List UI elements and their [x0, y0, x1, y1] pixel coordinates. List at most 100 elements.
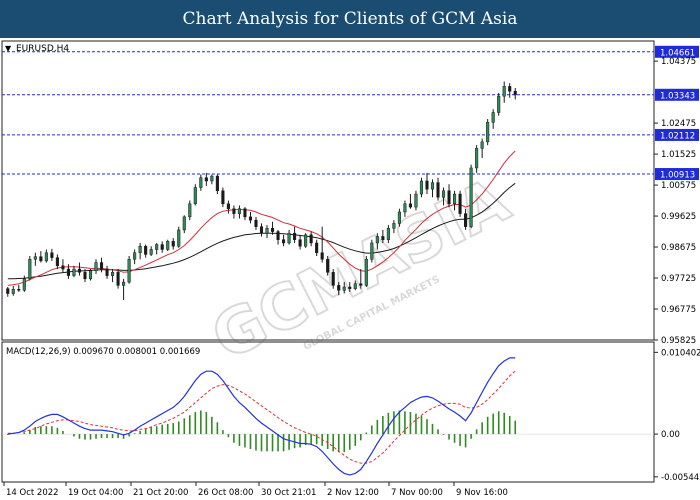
candle-body [111, 272, 115, 276]
candle-body [309, 234, 313, 244]
candle-body [243, 208, 247, 218]
candle-body [99, 262, 104, 270]
candle-body [149, 249, 153, 255]
candle-body [17, 289, 21, 291]
candle-body [122, 281, 126, 286]
x-tick-label: 7 Nov 00:00 [391, 488, 443, 498]
candle-body [88, 270, 93, 280]
candle-body [337, 285, 341, 291]
candle-body [188, 203, 192, 218]
candle-body [237, 208, 241, 214]
candle-body [408, 203, 412, 208]
candle-body [486, 122, 490, 143]
candle-body [133, 252, 137, 260]
candle-body [331, 272, 335, 286]
chart-canvas: GCMASIA GLOBAL CAPITAL MARKETS 1.046611.… [1, 40, 700, 498]
candle-body [28, 259, 32, 280]
candle-body [403, 203, 407, 213]
candle-body [287, 232, 291, 244]
instrument-triangle-icon[interactable]: ▼ [5, 44, 12, 53]
candle-body [342, 286, 346, 291]
ma-fast-line [7, 150, 516, 286]
title-banner: Chart Analysis for Clients of GCM Asia [0, 0, 700, 38]
macd-pane-frame [1, 341, 655, 483]
candle-body [298, 239, 302, 247]
candle-body [293, 232, 297, 240]
banner-title: Chart Analysis for Clients of GCM Asia [182, 9, 518, 29]
candle-body [155, 244, 159, 250]
candle-body [215, 175, 219, 192]
level-price-box-1 [655, 88, 699, 101]
candle-body [375, 236, 379, 244]
x-tick-label: 26 Oct 08:00 [198, 488, 253, 498]
macd-label: MACD(12,26,9) 0.009670 0.008001 0.001669 [6, 347, 200, 357]
candle-body [160, 244, 164, 250]
candle-body [127, 259, 131, 283]
price-y-tick-label: 1.04375 [661, 57, 696, 67]
level-price-label-0: 1.04661 [660, 48, 695, 58]
candle-body [436, 182, 440, 198]
candle-body [182, 216, 186, 231]
candle-body [392, 223, 396, 229]
candle-body [259, 226, 264, 234]
candle-body [83, 272, 87, 280]
level-price-label-1: 1.03343 [660, 91, 695, 101]
candle-body [441, 190, 446, 198]
candle-body [144, 245, 148, 255]
candle-body [315, 242, 319, 253]
candle-body [430, 182, 435, 190]
level-price-box-3 [655, 168, 699, 181]
macd-y-tick-label: -0.005442 [661, 473, 700, 483]
candle-body [491, 112, 495, 123]
level-price-box-2 [655, 128, 699, 141]
candle-body [105, 268, 109, 276]
candle-body [193, 187, 197, 205]
candle-body [425, 180, 429, 190]
x-tick-label: 19 Oct 04:00 [68, 488, 123, 498]
price-y-tick-label: 0.98675 [661, 243, 696, 253]
candle-body [497, 95, 501, 113]
candle-body [166, 241, 170, 250]
candle-body [419, 180, 424, 195]
candle-body [265, 228, 269, 234]
candle-body [72, 268, 76, 276]
candle-body [475, 148, 479, 169]
candle-body [50, 252, 54, 258]
candle-body [270, 228, 275, 232]
candle-body [480, 141, 484, 149]
candle-body [33, 256, 37, 260]
candle-body [397, 211, 401, 224]
candle-body [138, 245, 142, 253]
candle-body [502, 86, 506, 97]
candle-body [11, 289, 15, 294]
candle-body [116, 272, 120, 286]
candle-body [6, 288, 10, 294]
candle-body [44, 252, 48, 262]
candle-body [232, 208, 236, 214]
candle-body [61, 265, 65, 270]
price-y-tick-label: 0.97725 [661, 274, 696, 284]
level-price-label-2: 1.02112 [660, 131, 695, 141]
x-tick-label: 9 Nov 16:00 [456, 488, 508, 498]
x-tick-label: 2 Nov 12:00 [327, 488, 379, 498]
candle-body [254, 219, 258, 227]
candle-body [210, 175, 214, 182]
candle-body [22, 278, 26, 291]
candle-body [282, 239, 286, 244]
candle-body [39, 256, 43, 262]
candle-body [77, 268, 82, 273]
candle-body [199, 177, 203, 188]
candle-body [177, 229, 181, 247]
candle-body [326, 259, 330, 273]
candle-body [453, 193, 457, 205]
level-price-label-3: 1.00913 [660, 171, 695, 181]
candle-body [221, 190, 225, 205]
candle-body [304, 234, 308, 247]
macd-y-tick-label: 0.00 [661, 430, 680, 440]
candle-body [447, 190, 451, 205]
candle-body [513, 91, 517, 96]
candle-body [171, 241, 175, 247]
price-y-tick-label: 1.01525 [661, 150, 696, 160]
x-tick-label: 30 Oct 21:01 [261, 488, 316, 498]
price-pane-frame [1, 40, 655, 341]
